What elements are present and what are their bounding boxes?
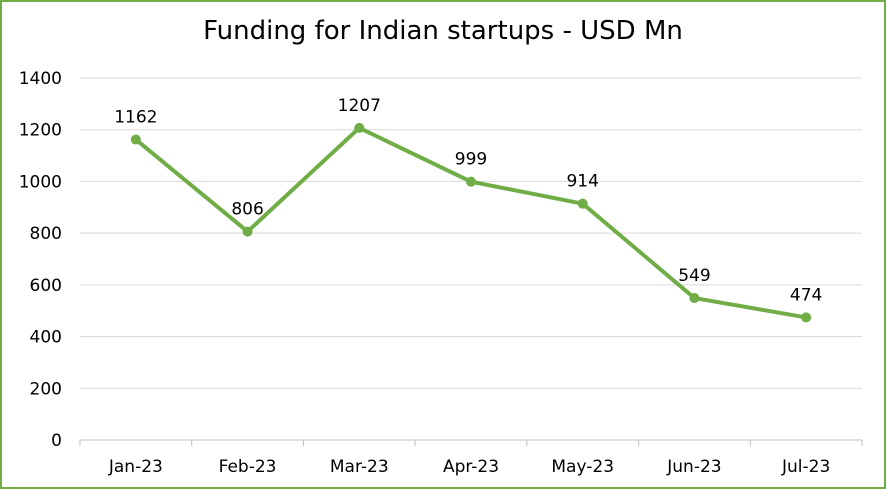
data-point-apr-23 bbox=[466, 176, 476, 187]
y-tick-label-400: 400 bbox=[30, 328, 62, 348]
x-tick-label-apr-23: Apr-23 bbox=[443, 457, 499, 477]
data-point-jul-23 bbox=[801, 312, 812, 323]
x-tick-label-mar-23: Mar-23 bbox=[330, 457, 389, 477]
series-funding bbox=[130, 122, 812, 323]
y-tick-label-800: 800 bbox=[30, 224, 62, 244]
data-point-mar-23 bbox=[354, 122, 365, 133]
data-label-jun-23: 549 bbox=[678, 266, 710, 286]
y-tick-label-1400: 1400 bbox=[19, 69, 62, 89]
data-label-may-23: 914 bbox=[566, 172, 598, 192]
data-point-jan-23 bbox=[130, 134, 141, 145]
data-point-feb-23 bbox=[242, 226, 253, 237]
x-tick-label-jul-23: Jul-23 bbox=[781, 457, 830, 477]
data-label-feb-23: 806 bbox=[231, 200, 263, 220]
data-label-jul-23: 474 bbox=[790, 285, 822, 305]
chart-title: Funding for Indian startups - USD Mn bbox=[203, 16, 683, 46]
x-tick-label-jun-23: Jun-23 bbox=[666, 457, 721, 477]
y-tick-label-1200: 1200 bbox=[19, 121, 62, 141]
y-axis-tick-labels: 0 200 400 600 800 1000 1200 1400 bbox=[19, 69, 62, 451]
x-axis-tick-labels: Jan-23 Feb-23 Mar-23 Apr-23 May-23 Jun-23 Jul-… bbox=[108, 457, 830, 477]
data-point-jun-23 bbox=[689, 293, 700, 304]
gridlines bbox=[80, 77, 862, 389]
data-point-may-23 bbox=[577, 198, 588, 209]
y-tick-label-600: 600 bbox=[30, 276, 62, 296]
x-tick-label-feb-23: Feb-23 bbox=[219, 457, 277, 477]
data-labels: 1162 806 1207 999 914 549 474 bbox=[114, 96, 822, 306]
x-tick-label-jan-23: Jan-23 bbox=[108, 457, 163, 477]
y-tick-label-1000: 1000 bbox=[19, 172, 62, 192]
axes bbox=[79, 439, 863, 446]
data-label-apr-23: 999 bbox=[455, 150, 487, 170]
y-tick-label-200: 200 bbox=[30, 379, 62, 399]
y-tick-label-0: 0 bbox=[51, 431, 62, 451]
data-label-mar-23: 1207 bbox=[338, 96, 381, 116]
data-label-jan-23: 1162 bbox=[114, 108, 157, 128]
x-tick-label-may-23: May-23 bbox=[551, 457, 614, 477]
